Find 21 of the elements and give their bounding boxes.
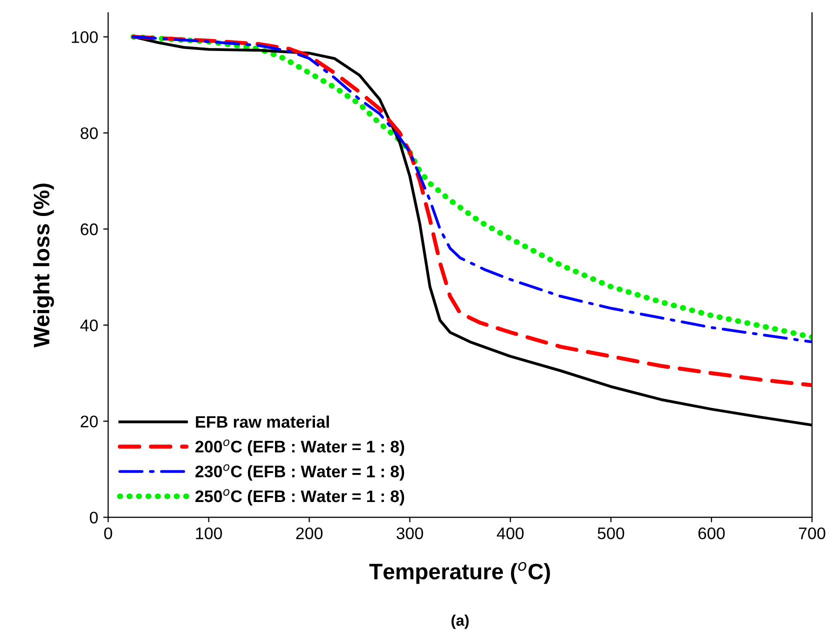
x-tick-label: 100 — [196, 527, 222, 540]
x-tick-label: 500 — [598, 527, 624, 540]
x-tick-label: 400 — [496, 527, 524, 540]
x-tick-label: 300 — [396, 527, 424, 540]
y-tick-label: 100 — [72, 31, 98, 44]
legend-label: EFB raw material — [196, 416, 329, 428]
legend-label: 250$^{o}$C (EFB : Water = 1 : 8) — [195, 489, 404, 506]
y-tick-label: 0 — [90, 512, 98, 524]
y-tick-label: 80 — [80, 127, 98, 140]
legend-label: 200$^{o}$C (EFB : Water = 1 : 8) — [195, 439, 404, 456]
text: (a) — [452, 614, 469, 629]
y-tick-label: 20 — [80, 416, 98, 428]
x-tick-label: 600 — [698, 527, 725, 540]
x-tick-label: 700 — [798, 527, 826, 540]
y-axis-title: Weight loss (%) — [33, 184, 54, 348]
y-tick-label: 60 — [80, 223, 98, 236]
legend-label: 230$^{o}$C (EFB : Water = 1 : 8) — [195, 464, 404, 481]
x-tick-label: 200 — [296, 527, 323, 540]
x-axis-title: Temperature ($^{o}$C) — [369, 562, 550, 584]
x-tick-label: 0 — [104, 527, 112, 540]
y-tick-label: 40 — [80, 320, 98, 332]
